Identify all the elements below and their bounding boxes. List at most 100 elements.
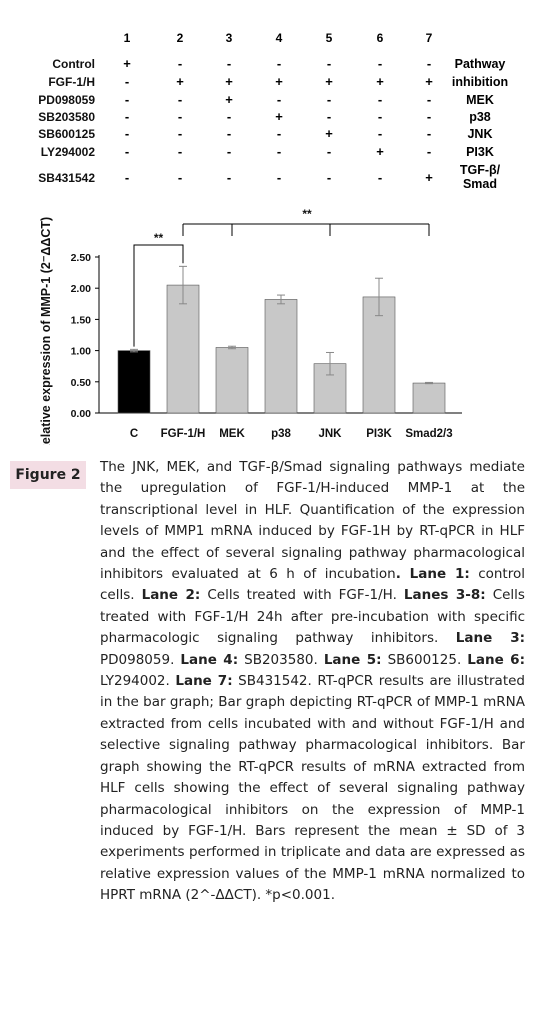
treatment-mark: + [325, 74, 333, 89]
treatment-mark: + [425, 170, 433, 185]
treatment-label: SB431542 [38, 171, 95, 185]
x-category-label: JNK [318, 428, 342, 440]
treatment-mark: + [225, 74, 233, 89]
treatment-mark: - [226, 56, 232, 71]
treatment-mark: + [425, 74, 433, 89]
treatment-label: SB600125 [38, 127, 95, 141]
pathway-label: TGF-β/ Smad [459, 163, 501, 191]
treatment-mark: - [124, 126, 130, 141]
y-tick-label: 0.50 [71, 377, 92, 389]
caption-text-segment: control cells. [100, 566, 525, 604]
treatment-mark: - [276, 92, 282, 107]
treatment-mark: - [124, 109, 130, 124]
treatment-mark: + [376, 74, 384, 89]
treatment-mark: - [377, 109, 383, 124]
treatment-mark: - [377, 170, 383, 185]
treatment-mark: - [276, 144, 282, 159]
treatment-mark: - [426, 92, 432, 107]
treatment-mark: - [377, 56, 383, 71]
caption-text-segment: SB600125. [381, 651, 468, 668]
treatment-mark: + [123, 56, 131, 71]
treatment-mark: + [225, 92, 233, 107]
treatment-mark: - [226, 170, 232, 185]
treatment-label: PD098059 [38, 93, 95, 107]
figure-caption: The JNK, MEK, and TGF-β/Smad signaling p… [100, 457, 525, 907]
caption-bold-segment: Lane 6: [467, 651, 525, 668]
lane-number: 6 [376, 31, 384, 45]
significance-bracket [133, 244, 184, 347]
caption-bold-segment: Lane 4: [180, 651, 239, 668]
treatment-mark: - [177, 170, 183, 185]
treatment-mark: - [326, 56, 332, 71]
treatment-mark: + [275, 74, 283, 89]
caption-text-segment: Cells treated with FGF-1/H 24h after pre… [100, 587, 525, 647]
treatment-mark: - [326, 144, 332, 159]
treatment-mark: + [325, 126, 333, 141]
y-tick-label: 0.00 [71, 408, 92, 420]
x-category-label: PI3K [366, 428, 392, 440]
treatment-mark: - [124, 74, 130, 89]
bar [166, 284, 200, 414]
treatment-mark: - [226, 144, 232, 159]
y-tick-label: 2.50 [71, 252, 92, 264]
lane-number: 5 [325, 31, 333, 45]
treatment-mark: - [276, 126, 282, 141]
caption-text-segment: SB431542. RT-qPCR results are illustrate… [100, 673, 525, 904]
treatment-mark: - [177, 126, 183, 141]
bar [362, 296, 396, 414]
treatment-mark: - [426, 144, 432, 159]
y-tick-label: 1.50 [71, 314, 92, 326]
y-tick-label: 2.00 [71, 283, 92, 295]
treatment-label: SB203580 [38, 110, 95, 124]
treatment-mark: - [177, 144, 183, 159]
lane-number: 7 [425, 31, 433, 45]
caption-text-segment: LY294002. [100, 673, 176, 690]
treatment-mark: - [177, 109, 183, 124]
x-category-label: p38 [271, 428, 291, 440]
pathway-label: inhibition [451, 75, 509, 89]
significance-marker: ** [302, 207, 312, 221]
bar [412, 382, 446, 414]
pathway-label: p38 [469, 110, 491, 124]
bar [117, 350, 151, 414]
treatment-mark: - [426, 109, 432, 124]
pathway-label: MEK [466, 93, 494, 107]
treatment-mark: - [276, 56, 282, 71]
treatment-mark: - [226, 109, 232, 124]
treatment-mark: - [326, 109, 332, 124]
treatment-label: LY294002 [40, 145, 95, 159]
treatment-mark: - [326, 170, 332, 185]
mmp1-bar-chart: 0.00 0.50 1.00 1.50 2.00 2.50 Relative express… [39, 207, 462, 445]
x-category-label: MEK [219, 428, 245, 440]
treatment-mark: - [124, 92, 130, 107]
treatment-mark: + [376, 144, 384, 159]
treatment-label: FGF-1/H [48, 75, 95, 89]
treatment-label: Control [52, 57, 95, 71]
caption-bold-segment: Lane 2: [141, 587, 201, 604]
pathway-label: Pathway [454, 57, 506, 71]
treatment-mark: - [177, 56, 183, 71]
treatment-mark: - [377, 92, 383, 107]
treatment-mark: - [226, 126, 232, 141]
x-category-label: Smad2/3 [405, 428, 452, 440]
pathway-label: PI3K [466, 145, 494, 159]
treatment-mark: - [426, 126, 432, 141]
caption-text-segment: Cells treated with FGF-1/H. [200, 587, 404, 604]
caption-text-segment: SB203580. [238, 651, 324, 668]
lane-number: 4 [275, 31, 283, 45]
caption-bold-segment: Lane 5: [323, 651, 382, 668]
treatment-mark: - [276, 170, 282, 185]
treatment-mark: - [377, 126, 383, 141]
caption-bold-segment: Lane 7: [175, 673, 233, 690]
y-axis-label: Relative expression of MMP-1 (2⁻ΔΔCT) [39, 217, 53, 445]
treatment-mark: - [177, 92, 183, 107]
caption-bold-segment: Lane 3: [455, 630, 525, 647]
x-category-label: C [130, 428, 138, 440]
lane-number: 2 [176, 31, 184, 45]
bar [264, 299, 298, 414]
caption-text-segment: PD098059. [100, 651, 181, 668]
lane-number: 1 [123, 31, 131, 45]
caption-bold-segment: . Lane 1: [395, 566, 470, 583]
figure-label-badge: Figure 2 [10, 461, 86, 489]
lane-number: 3 [225, 31, 233, 45]
